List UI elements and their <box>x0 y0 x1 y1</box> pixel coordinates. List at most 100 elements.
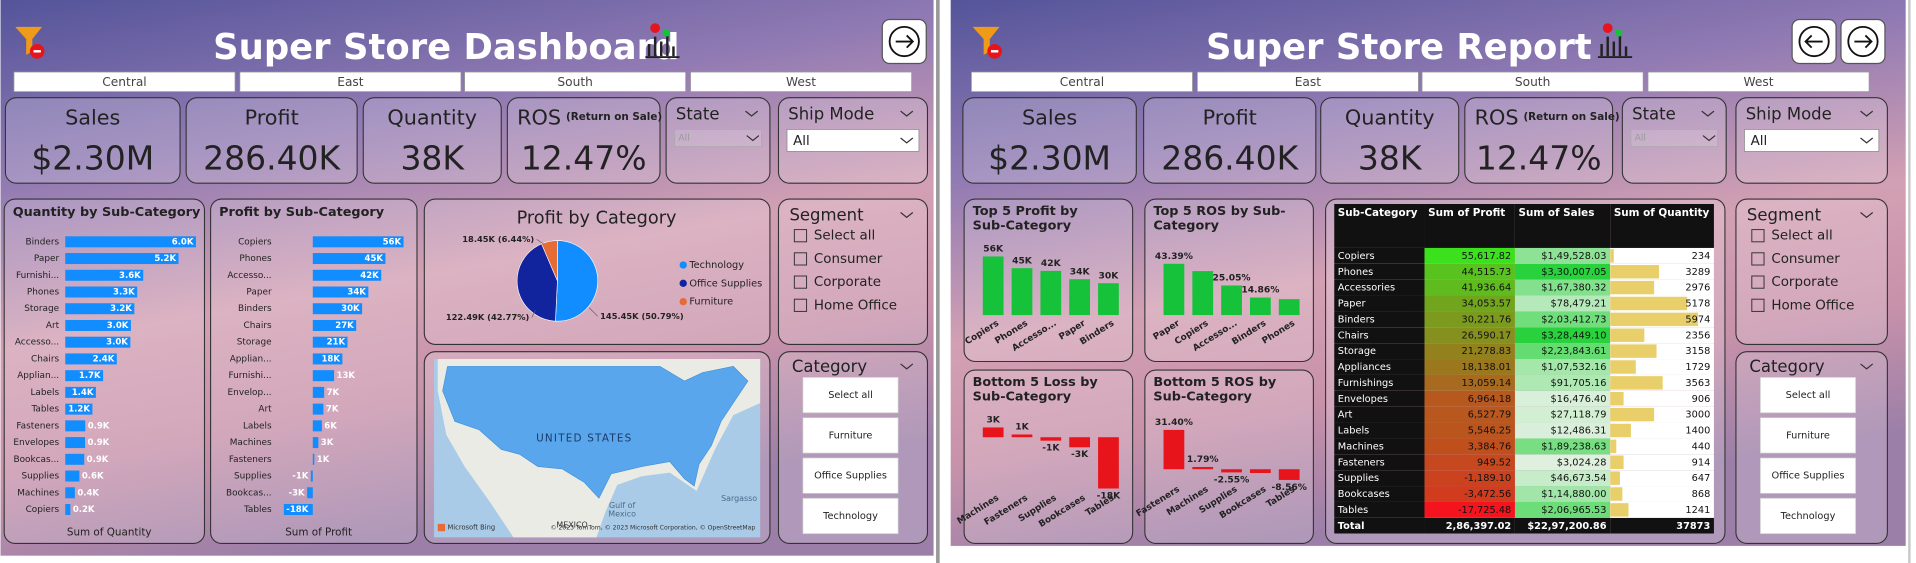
cell: $3,024.28 <box>1514 454 1611 471</box>
chart-title: Bottom 5 ROS by Sub-Category <box>1153 374 1277 405</box>
data-label: -3K <box>1071 450 1089 460</box>
category-button-label: Select all <box>1786 390 1831 401</box>
region-tab[interactable] <box>1421 71 1644 92</box>
data-label: 7K <box>326 405 339 415</box>
region-tab[interactable] <box>239 71 462 92</box>
data-bar <box>1610 280 1655 295</box>
checkbox[interactable] <box>1751 275 1765 289</box>
bar <box>1192 466 1214 470</box>
legend-label: Technology <box>688 260 744 271</box>
kpi-label: Profit <box>245 105 299 129</box>
cell-value: 3158 <box>1685 345 1711 357</box>
category-button[interactable] <box>802 457 899 494</box>
filter-icon <box>972 26 1000 55</box>
bar <box>1040 437 1062 441</box>
cell: $1,49,528.03 <box>1514 247 1611 264</box>
chart-icon <box>666 34 669 57</box>
slicer-card <box>665 97 771 184</box>
table-row: Storage 21,278.83 $2,23,843.61 3158 <box>1334 343 1714 360</box>
kpi-label: ROS <box>517 105 561 129</box>
cell: 5974 <box>1610 311 1714 328</box>
chart-icon <box>662 29 670 37</box>
cell: 1729 <box>1610 359 1714 375</box>
data-label: -1K <box>292 472 308 482</box>
map-country <box>442 366 749 499</box>
table-row: Copiers 55,617.82 $1,49,528.03 234 <box>1334 247 1714 264</box>
category-button-label: Select all <box>828 390 873 401</box>
cell: $1,89,238.63 <box>1514 438 1611 455</box>
checkbox[interactable] <box>793 298 808 312</box>
cell-value: 440 <box>1691 440 1711 452</box>
pie-slice <box>516 243 558 322</box>
region-tab[interactable] <box>690 71 912 92</box>
bar <box>312 319 357 331</box>
cell: -17,725.48 <box>1424 501 1515 518</box>
page-title: Super Store Report <box>1206 27 1592 68</box>
chart-icon <box>650 23 661 33</box>
slicer-title: Segment <box>789 206 864 225</box>
checkbox[interactable] <box>793 252 808 266</box>
dropdown[interactable] <box>1744 129 1880 152</box>
cell-value: 1400 <box>1685 424 1711 436</box>
bar <box>65 420 86 432</box>
y-tick-label: Labels <box>30 388 59 398</box>
checkbox[interactable] <box>793 229 808 243</box>
column-header: Sum of Quantity <box>1610 203 1714 248</box>
cell-value: 2976 <box>1685 282 1711 294</box>
y-tick-label: Accesso... <box>227 271 271 281</box>
cell: 55,617.82 <box>1424 247 1515 264</box>
bar <box>65 236 196 248</box>
checkbox[interactable] <box>1751 252 1765 266</box>
nav-icon <box>1804 34 1823 49</box>
cell: Accessories <box>1334 279 1425 296</box>
cell-value: 868 <box>1691 488 1711 500</box>
region-tab[interactable] <box>464 71 687 92</box>
data-label: 0.9K <box>87 455 109 465</box>
slicer-title: State <box>676 104 720 123</box>
data-label: 14.86% <box>1241 286 1279 296</box>
data-label: 1.79% <box>1187 455 1219 465</box>
data-label: 0.4K <box>77 488 99 498</box>
dropdown[interactable] <box>674 129 762 147</box>
chart-icon <box>1618 34 1622 57</box>
kpi-value: $2.30M <box>31 138 154 177</box>
map-label: Gulf of Mexico <box>608 501 637 520</box>
dropdown[interactable] <box>786 129 920 152</box>
category-button[interactable] <box>1760 377 1856 414</box>
checkbox[interactable] <box>1751 298 1765 312</box>
bar <box>1221 285 1242 316</box>
chart-title-box: Bottom 5 ROS by Sub-Category <box>1153 374 1277 405</box>
bar <box>1011 434 1033 438</box>
data-label: -18K <box>286 505 308 515</box>
region-tab[interactable] <box>1197 71 1419 92</box>
data-bar <box>1610 376 1663 390</box>
category-button[interactable] <box>802 377 899 414</box>
checkbox[interactable] <box>793 275 808 289</box>
dropdown[interactable] <box>1630 129 1718 147</box>
cell-value: 5974 <box>1685 313 1711 325</box>
data-label: 1.4K <box>72 388 94 398</box>
category-button[interactable] <box>802 417 899 454</box>
kpi-card <box>1464 97 1614 184</box>
checkbox[interactable] <box>1751 229 1765 243</box>
region-tab[interactable] <box>13 71 236 92</box>
kpi-label: Sales <box>1022 105 1077 129</box>
category-button[interactable] <box>1760 457 1856 494</box>
data-bar <box>1610 439 1617 454</box>
category-button[interactable] <box>802 497 899 535</box>
slicer-title: Category <box>1749 357 1824 376</box>
slicer-card <box>777 198 929 345</box>
kpi-note: (Return on Sale) <box>566 111 662 123</box>
leader-line <box>531 310 536 318</box>
bar <box>65 470 80 482</box>
region-tab[interactable] <box>1647 71 1870 92</box>
chart-title: Profit by Category <box>517 209 677 229</box>
category-button[interactable] <box>1760 497 1856 535</box>
bar <box>312 253 386 265</box>
data-label: 0.2K <box>73 505 95 515</box>
filter-clear-minus <box>990 50 999 53</box>
cell-value: 2356 <box>1685 329 1711 341</box>
chart-title: Bottom 5 Loss by Sub-Category <box>972 374 1098 405</box>
category-button[interactable] <box>1760 417 1856 454</box>
region-tab[interactable] <box>971 71 1193 92</box>
